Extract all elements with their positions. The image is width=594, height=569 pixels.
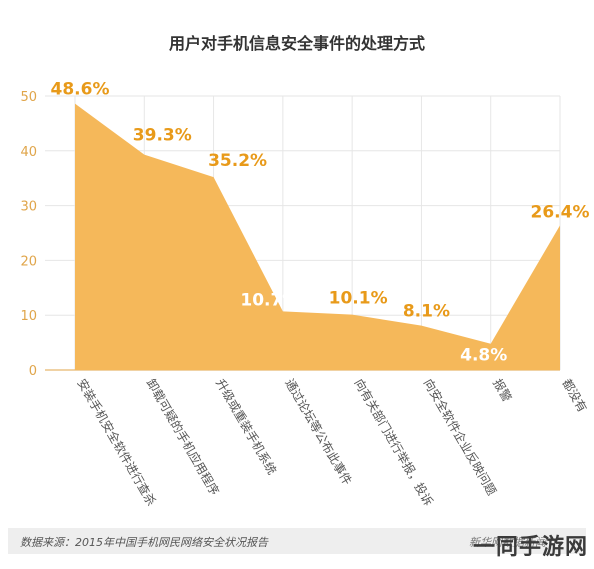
x-tick-label: 卸载可疑的手机应用程序 <box>144 376 223 498</box>
area-fill <box>75 103 560 370</box>
y-tick-label: 0 <box>29 364 37 379</box>
y-tick-label: 50 <box>20 90 37 105</box>
x-tick-label: 通过论坛等公布此事件 <box>282 377 354 488</box>
x-tick-label: 安装手机安全软件进行查杀 <box>74 376 159 508</box>
data-label: 10.1% <box>329 289 388 309</box>
data-label: 39.3% <box>133 126 192 146</box>
y-tick-label: 30 <box>20 200 37 215</box>
data-label: 4.8% <box>460 346 507 366</box>
data-label: 10.7% <box>240 290 299 310</box>
data-label: 48.6% <box>51 80 110 100</box>
x-tick-label: 都没有 <box>559 376 590 415</box>
y-tick-label: 40 <box>20 145 37 160</box>
area-series <box>75 103 560 370</box>
y-tick-label: 20 <box>20 254 37 269</box>
area-chart: 0 10 20 30 40 50 安装手机安全软件进行查杀卸载可疑的手机应用程序升级或重装… <box>20 80 590 509</box>
data-label: 8.1% <box>403 302 450 322</box>
data-label: 26.4% <box>531 202 590 222</box>
data-label: 35.2% <box>208 151 267 171</box>
x-tick-label: 向安全软件企业反映问题 <box>421 376 500 498</box>
source-text: 数据来源：2015年中国手机网民网络安全状况报告 <box>20 536 268 549</box>
data-labels: 48.6% 39.3% 35.2% 10.7% 10.1% 8.1% 4.8% 26.4% <box>51 80 590 366</box>
source-bar: 数据来源：2015年中国手机网民网络安全状况报告 新华网数据新闻 <box>8 528 586 554</box>
chart-title: 用户对手机信息安全事件的处理方式 <box>168 34 425 53</box>
watermark-logo: 一同手游网 <box>472 535 588 560</box>
x-tick-label: 报警 <box>490 376 515 404</box>
y-axis-ticks: 0 10 20 30 40 50 <box>20 90 37 379</box>
source-brand: 新华网数据新闻 <box>469 536 546 549</box>
y-tick-label: 10 <box>20 309 37 324</box>
x-tick-label: 向有关部门进行举报，投诉 <box>352 376 437 508</box>
x-tick-label: 升级或重装手机系统 <box>213 377 279 478</box>
